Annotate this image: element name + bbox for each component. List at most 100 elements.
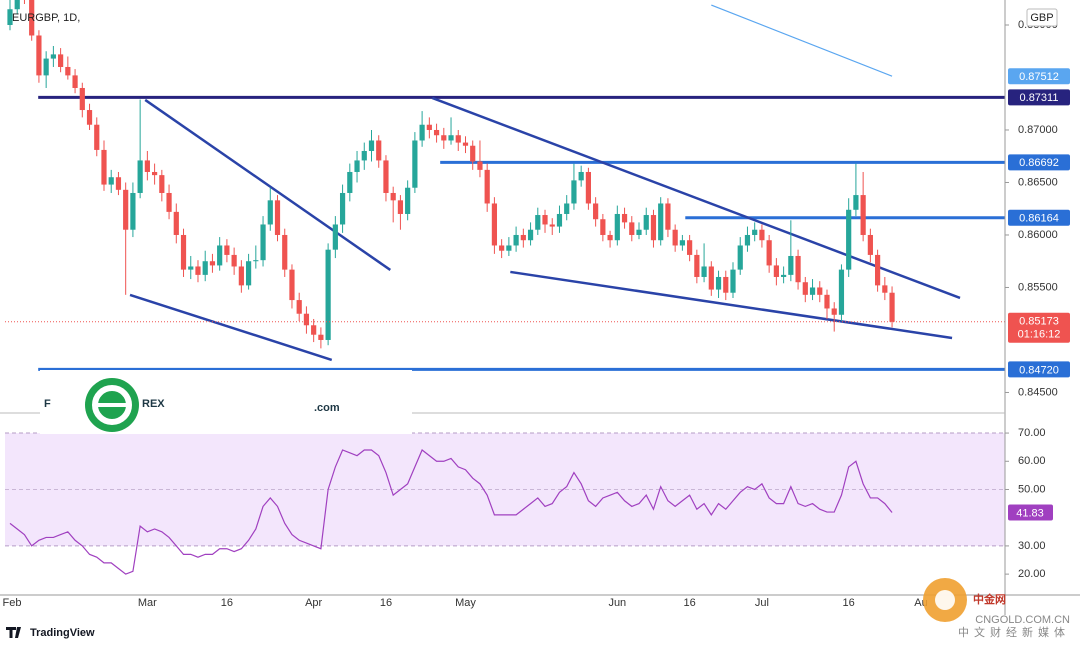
- x-tick-label: 16: [683, 597, 695, 609]
- candle-body: [470, 145, 476, 162]
- candle-body: [426, 124, 432, 130]
- candle-body: [802, 282, 808, 295]
- currency-badge: [1026, 8, 1058, 27]
- x-tick-label: Mar: [138, 597, 157, 609]
- chart-title: EURGBP, 1D,: [12, 12, 80, 24]
- candle-body: [549, 224, 555, 227]
- indicator-line: [9, 449, 893, 575]
- candle-body: [571, 180, 577, 204]
- candle-body: [65, 66, 71, 76]
- candle-body: [766, 240, 772, 266]
- candle-body: [441, 135, 447, 141]
- candle-body: [600, 219, 606, 235]
- candle-body: [368, 140, 375, 151]
- level-label-box: [1008, 361, 1070, 378]
- y-tick-label: 50.00: [1018, 483, 1046, 495]
- candle-body: [752, 229, 758, 235]
- candle-body: [166, 192, 172, 212]
- trendline: [431, 96, 961, 300]
- candle-body: [36, 35, 42, 76]
- x-tick-label: 16: [380, 597, 392, 609]
- level-label-box: [1008, 209, 1070, 226]
- candle-body: [455, 135, 461, 143]
- candle-body: [889, 292, 895, 322]
- candle-body: [195, 266, 201, 275]
- candle-body: [520, 234, 526, 241]
- candle-body: [303, 313, 310, 326]
- candle-body: [296, 300, 302, 314]
- watermark-domain: CNGOLD.COM.CN: [975, 614, 1070, 626]
- level-label: 0.87311: [1020, 92, 1059, 104]
- candle-body: [43, 58, 49, 76]
- x-tick-label: Jul: [755, 597, 769, 609]
- candle-body: [556, 213, 563, 227]
- candle-body: [723, 276, 729, 293]
- candle-body: [846, 209, 852, 270]
- candle-body: [621, 213, 628, 223]
- candle-body: [491, 203, 498, 246]
- candle-body: [50, 54, 56, 59]
- ma-label-box: [1008, 68, 1070, 85]
- candle-body: [419, 124, 425, 141]
- candle-body: [448, 135, 454, 141]
- candle-body: [267, 200, 273, 225]
- candle-body: [101, 149, 107, 185]
- candle-body: [672, 229, 678, 246]
- candle-body: [484, 169, 490, 204]
- candle-body: [173, 211, 179, 235]
- candle-body: [614, 213, 620, 241]
- candle-body: [231, 254, 237, 267]
- candle-body: [412, 140, 418, 188]
- ma-label: 0.87512: [1019, 71, 1059, 83]
- candle-body: [809, 287, 816, 295]
- candle-body: [58, 54, 64, 67]
- trendline: [510, 270, 953, 340]
- y-tick-label: 0.86000: [1018, 229, 1058, 241]
- candle-body: [159, 175, 165, 193]
- candle-body: [817, 287, 823, 295]
- level-label-box: [1008, 154, 1070, 171]
- trendline: [144, 98, 392, 271]
- candle-body: [694, 254, 700, 277]
- candle-body: [72, 75, 78, 88]
- candle-body: [14, 0, 20, 10]
- candle-body: [253, 260, 259, 262]
- candle-body: [7, 9, 13, 25]
- candle-body: [217, 245, 223, 266]
- candle-body: [433, 129, 440, 136]
- x-tick-label: 16: [221, 597, 233, 609]
- candle-body: [354, 160, 360, 172]
- y-tick-label: 0.86500: [1018, 176, 1058, 188]
- candle-body: [318, 334, 324, 340]
- candle-body: [564, 203, 570, 214]
- level-label: 0.86692: [1019, 157, 1059, 169]
- candle-body: [332, 224, 338, 250]
- candle-body: [679, 240, 685, 246]
- candle-body: [788, 255, 794, 275]
- trendline: [129, 293, 333, 362]
- candle-body: [462, 142, 469, 146]
- candle-body: [643, 215, 649, 230]
- candle-body: [506, 245, 512, 251]
- candle-body: [209, 261, 216, 266]
- candle-body: [535, 215, 541, 230]
- candle-body: [144, 160, 150, 172]
- candle-body: [180, 234, 187, 270]
- candle-body: [795, 255, 801, 283]
- candle-body: [824, 294, 830, 309]
- candle-body: [325, 249, 331, 340]
- candle-body: [405, 187, 411, 214]
- platform-icon: [6, 627, 21, 638]
- indicator-value-box: [1008, 504, 1053, 521]
- candle-body: [390, 192, 396, 201]
- candle-body: [289, 269, 295, 301]
- watermark-icon-core: [935, 590, 955, 610]
- candle-body: [108, 177, 114, 185]
- candle-body: [585, 171, 591, 204]
- candle-body: [86, 110, 93, 125]
- countdown: 01:16:12: [1018, 329, 1061, 341]
- candle-body: [397, 200, 404, 214]
- candle-body: [701, 266, 707, 277]
- y-tick-label: 60.00: [1018, 455, 1046, 467]
